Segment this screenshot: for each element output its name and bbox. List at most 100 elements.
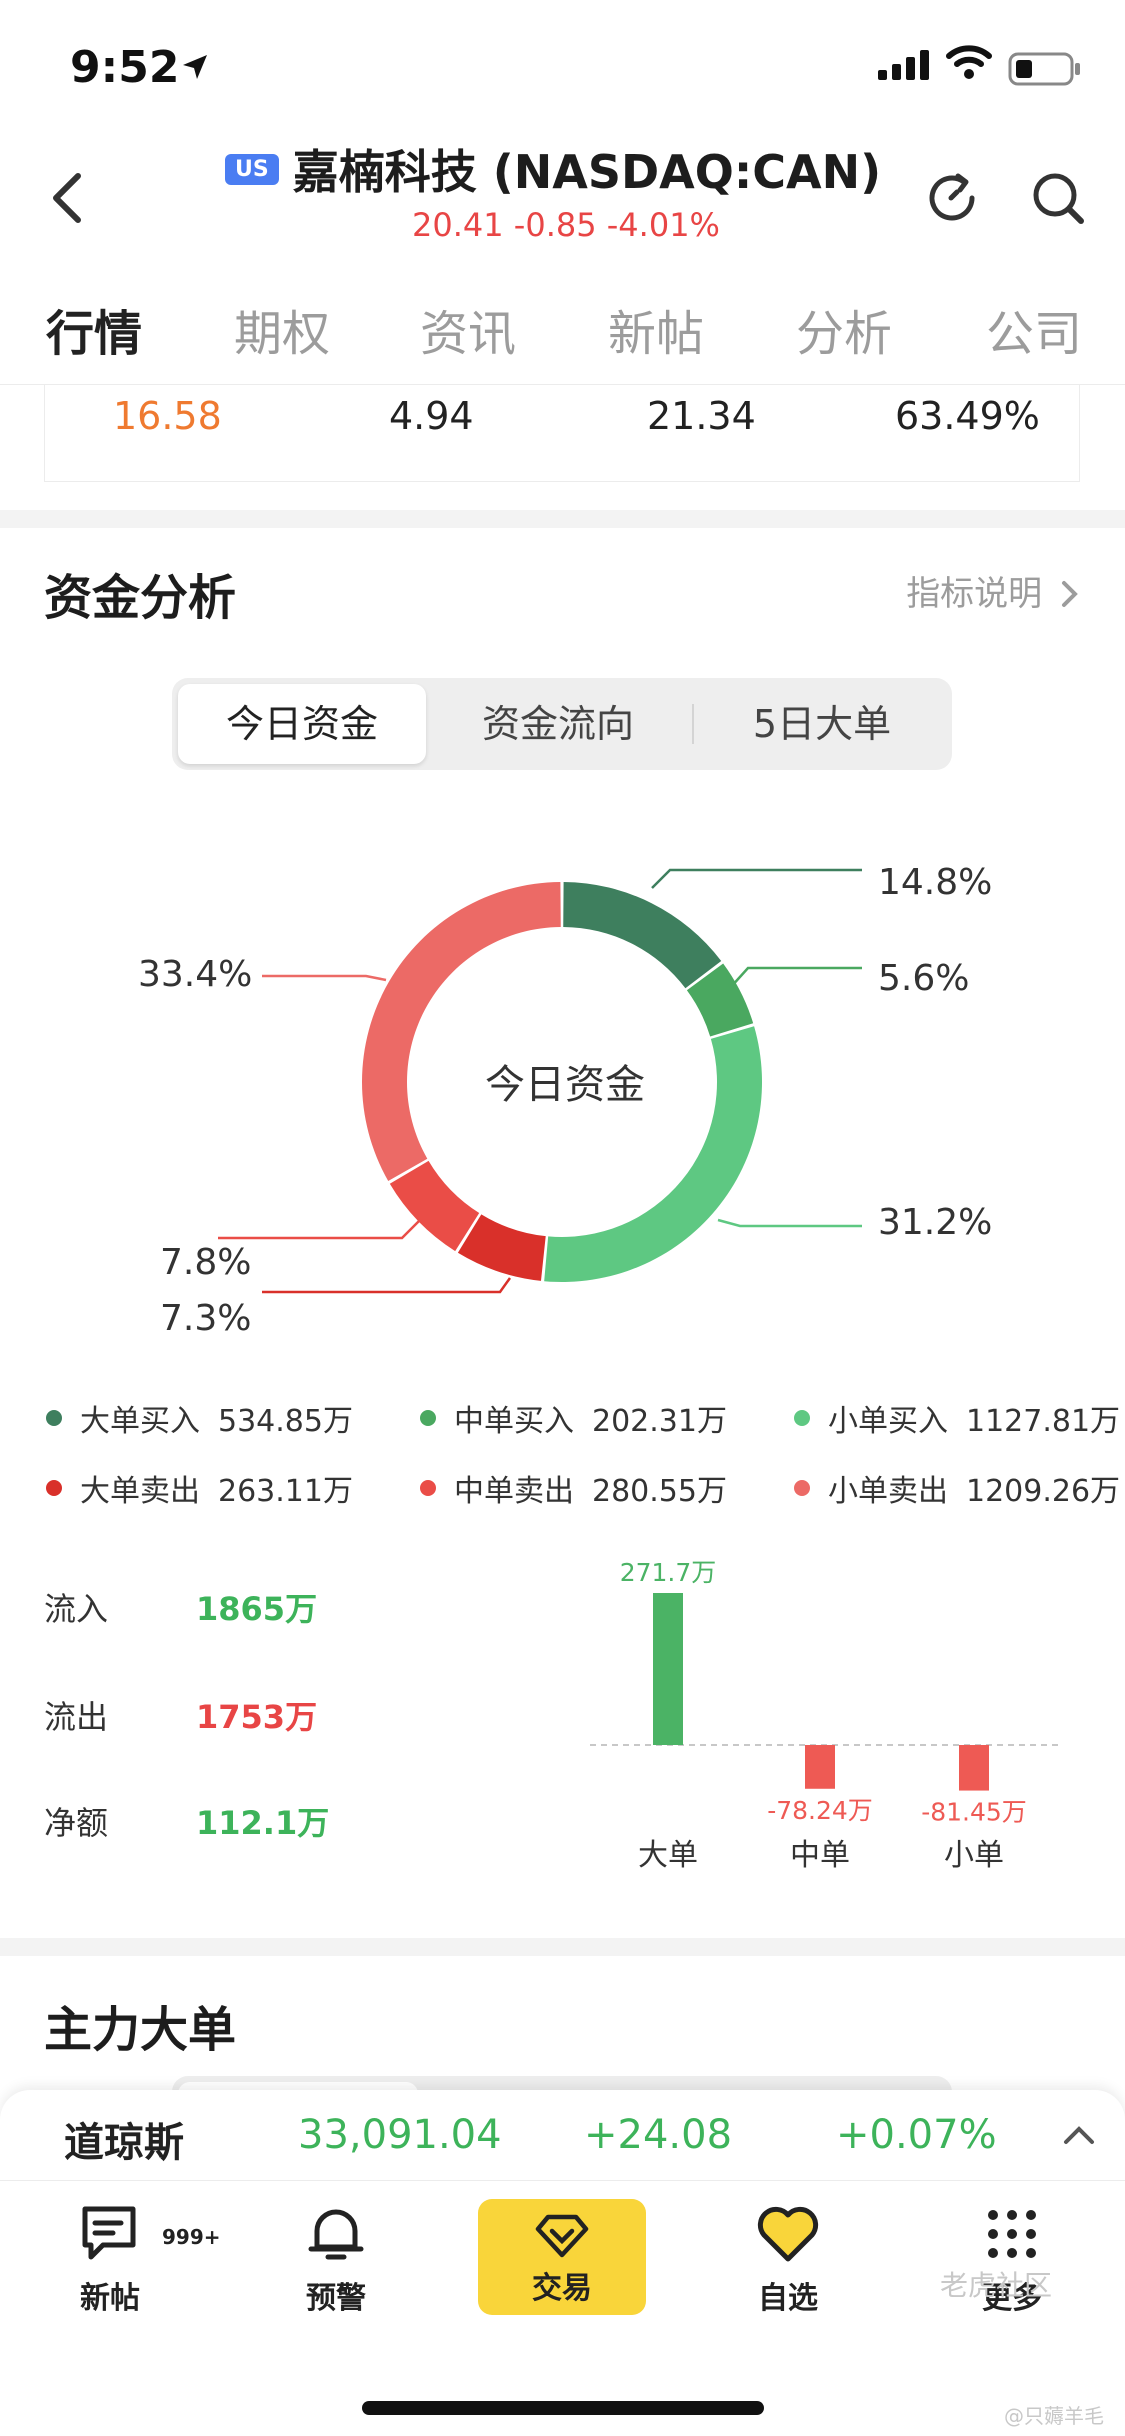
bell-icon — [308, 2209, 364, 2260]
post-chat-icon — [82, 2206, 136, 2260]
section-title-main-orders: 主力大单 — [44, 2002, 237, 2058]
index-change: +24.08 — [584, 2112, 733, 2158]
legend-small-buy: 小单买入 1127.81万 — [794, 1396, 1120, 1440]
legend-medium-sell: 中单卖出 280.55万 — [420, 1466, 727, 1510]
nav-more[interactable]: 更多 — [932, 2201, 1092, 2317]
net-value: 112.1万 — [196, 1804, 330, 1842]
nav-trade-label: 交易 — [532, 2271, 592, 2306]
section-gap — [0, 510, 1125, 528]
leader-line — [218, 1219, 421, 1240]
slice-label-small-buy: 31.2% — [878, 1202, 993, 1243]
bar-medium — [805, 1745, 835, 1789]
chevron-up-icon[interactable] — [1062, 2124, 1096, 2146]
nav-trade-button[interactable]: 交易 — [478, 2199, 646, 2315]
stat-value: 16.58 — [113, 394, 222, 438]
grid-more-icon — [988, 2210, 1036, 2258]
legend-label: 小单卖出 — [828, 1474, 948, 1509]
stats-row: 16.58 4.94 21.34 63.49% — [44, 384, 1080, 482]
slice-medium-sell — [389, 1160, 480, 1252]
refresh-icon[interactable] — [924, 170, 980, 226]
legend-label: 大单买入 — [80, 1404, 200, 1439]
segment-today-funds[interactable]: 今日资金 — [178, 684, 426, 764]
tab-posts[interactable]: 新帖 — [608, 306, 705, 362]
inflow-value: 1865万 — [196, 1590, 318, 1628]
leader-line — [262, 974, 387, 982]
slice-label-small-sell: 33.4% — [138, 954, 253, 995]
slice-label-large-sell: 7.3% — [160, 1298, 252, 1339]
page-title: 嘉楠科技 (NASDAQ:CAN) — [292, 145, 882, 199]
net-flow-bar-chart: 271.7万 大单 -78.24万 中单 -81.45万 小单 — [590, 1545, 1060, 1885]
back-chevron-icon[interactable] — [48, 170, 88, 226]
watermark-user: @只薅羊毛 — [1004, 2404, 1104, 2428]
donut-svg — [218, 868, 862, 1294]
legend-dot — [46, 1410, 62, 1426]
slice-large-sell — [457, 1214, 546, 1281]
stat-value: 21.34 — [647, 394, 756, 438]
bar-value-label: -81.45万 — [921, 1798, 1027, 1827]
bar-value-label: -78.24万 — [767, 1796, 873, 1825]
indicator-help-link[interactable]: 指标说明 — [906, 566, 1081, 615]
outflow-label: 流出 — [44, 1698, 109, 1736]
index-name: 道琼斯 — [64, 2120, 184, 2166]
legend-value: 1127.81万 — [966, 1404, 1121, 1439]
nav-more-label: 更多 — [982, 2281, 1042, 2316]
index-ticker[interactable]: 道琼斯 33,091.04 +24.08 +0.07% — [0, 2090, 1125, 2180]
segment-divider — [692, 704, 694, 744]
nav-alerts-label: 预警 — [306, 2281, 366, 2316]
tab-news[interactable]: 资讯 — [420, 306, 517, 362]
index-change-pct: +0.07% — [836, 2112, 997, 2158]
indicator-help-label: 指标说明 — [906, 574, 1043, 614]
nav-alerts[interactable]: 预警 — [256, 2201, 416, 2317]
outflow-value: 1753万 — [196, 1698, 318, 1736]
watermark-brand: 老虎社区 — [940, 2269, 1053, 2302]
slice-large-buy — [563, 882, 722, 989]
price-quote: 20.41 -0.85 -4.01% — [412, 206, 720, 244]
legend-dot — [794, 1480, 810, 1496]
fund-segment-control: 今日资金 资金流向 5日大单 — [172, 678, 952, 770]
legend-value: 280.55万 — [592, 1474, 727, 1509]
nav-posts[interactable]: 新帖 999+ — [30, 2201, 221, 2317]
donut-center-label: 今日资金 — [485, 1062, 645, 1108]
nav-posts-label: 新帖 — [80, 2281, 140, 2316]
segment-5day-large[interactable]: 5日大单 — [752, 702, 892, 746]
status-time: 9:52 — [70, 42, 180, 93]
section-title-fund-analysis: 资金分析 — [44, 570, 237, 626]
battery-icon — [1008, 52, 1080, 86]
nav-watchlist[interactable]: 自选 — [708, 2201, 868, 2317]
net-label: 净额 — [44, 1804, 109, 1842]
nav-watchlist-label: 自选 — [758, 2281, 818, 2316]
bottom-nav: 新帖 999+ 预警 交易 自选 更多 — [0, 2180, 1125, 2436]
location-arrow-icon — [183, 55, 207, 79]
legend-medium-buy: 中单买入 202.31万 — [420, 1396, 727, 1440]
market-badge: US — [225, 153, 279, 185]
legend-large-buy: 大单买入 534.85万 — [46, 1396, 353, 1440]
slice-medium-buy — [686, 963, 754, 1037]
slice-small-buy — [544, 1026, 762, 1282]
legend-label: 大单卖出 — [80, 1474, 200, 1509]
tab-company[interactable]: 公司 — [986, 306, 1083, 362]
home-indicator[interactable] — [362, 2401, 764, 2415]
bar-small — [959, 1745, 989, 1791]
tab-options[interactable]: 期权 — [234, 306, 331, 362]
search-icon[interactable] — [1030, 170, 1086, 226]
leader-line — [717, 1218, 862, 1228]
bar-category-label: 小单 — [944, 1838, 1004, 1873]
legend-label: 小单买入 — [828, 1404, 948, 1439]
segment-fund-flow[interactable]: 资金流向 — [481, 702, 634, 746]
tab-analysis[interactable]: 分析 — [796, 306, 893, 362]
donut-chart: 今日资金 14.8% 5.6% 31.2% 7.3% 7.8% 33.4% — [0, 800, 1125, 1360]
legend-label: 中单买入 — [454, 1404, 574, 1439]
legend-value: 534.85万 — [218, 1404, 353, 1439]
legend-value: 1209.26万 — [966, 1474, 1121, 1509]
stock-header: US 嘉楠科技 (NASDAQ:CAN) 20.41 -0.85 -4.01% — [0, 130, 1125, 260]
tab-quotes[interactable]: 行情 — [46, 306, 143, 362]
heart-icon — [757, 2206, 819, 2262]
stat-value: 63.49% — [895, 394, 1040, 438]
slice-label-large-buy: 14.8% — [878, 862, 993, 903]
slice-label-medium-sell: 7.8% — [160, 1242, 252, 1283]
posts-count-badge: 999+ — [162, 2225, 221, 2249]
legend-label: 中单卖出 — [454, 1474, 574, 1509]
leader-line — [729, 966, 862, 989]
legend-large-sell: 大单卖出 263.11万 — [46, 1466, 353, 1510]
